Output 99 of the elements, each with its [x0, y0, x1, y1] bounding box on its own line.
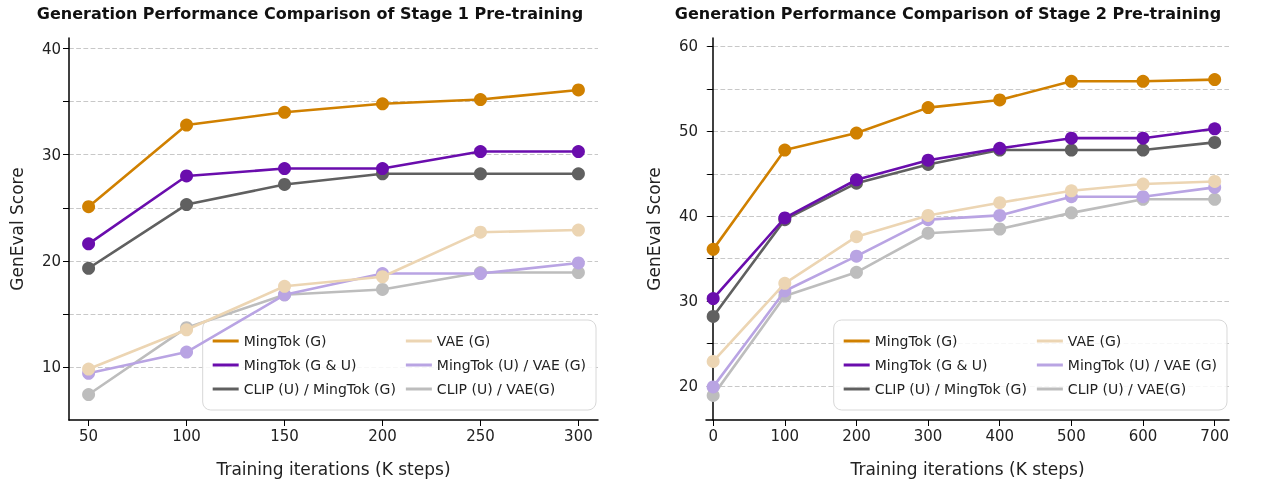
x-tick-label: 0 — [708, 426, 718, 445]
point — [921, 101, 935, 115]
x-axis-title: Training iterations (K steps) — [215, 458, 451, 479]
x-tick-label: 150 — [270, 426, 299, 445]
x-tick-label: 300 — [913, 426, 943, 445]
point — [1136, 143, 1150, 157]
point — [993, 93, 1007, 107]
y-tick-label: 40 — [41, 39, 61, 58]
point — [473, 167, 487, 181]
legend-label: MingTok (G & U) — [874, 357, 988, 373]
point — [571, 167, 585, 181]
point — [778, 143, 792, 157]
point — [706, 380, 720, 394]
point — [571, 256, 585, 270]
point — [1208, 174, 1222, 188]
x-tick-label: 500 — [1057, 426, 1086, 445]
point — [375, 162, 389, 176]
point — [1064, 184, 1078, 198]
point — [1136, 74, 1150, 88]
y-tick-label: 10 — [41, 357, 61, 376]
point — [1064, 74, 1078, 88]
point — [993, 208, 1007, 222]
x-tick-label: 600 — [1128, 426, 1158, 445]
legend-label: MingTok (G) — [243, 333, 327, 349]
point — [1208, 135, 1222, 149]
y-tick-label: 30 — [41, 145, 61, 164]
point — [849, 249, 863, 263]
x-tick-label: 250 — [466, 426, 495, 445]
x-tick-label: 100 — [172, 426, 201, 445]
point — [993, 196, 1007, 210]
legend-label: MingTok (U) / VAE (G) — [1067, 357, 1217, 373]
point — [778, 276, 792, 290]
point — [1136, 131, 1150, 145]
legend-label: VAE (G) — [436, 333, 491, 349]
point — [849, 230, 863, 244]
point — [571, 145, 585, 159]
point — [180, 118, 194, 132]
point — [1208, 122, 1222, 136]
x-tick-label: 200 — [842, 426, 871, 445]
point — [278, 162, 292, 176]
point — [82, 362, 96, 376]
point — [1136, 177, 1150, 191]
y-axis-title: GenEval Score — [643, 167, 664, 291]
y-tick-label: 30 — [678, 292, 698, 311]
legend-label: MingTok (G) — [874, 333, 958, 349]
legend-label: CLIP (U) / MingTok (G) — [243, 381, 396, 397]
legend-label: VAE (G) — [1067, 333, 1122, 349]
x-tick-label: 200 — [368, 426, 397, 445]
y-tick-label: 50 — [678, 122, 698, 141]
point — [180, 198, 194, 212]
legend-label: CLIP (U) / VAE(G) — [1067, 381, 1187, 397]
legend-label: MingTok (G & U) — [243, 357, 357, 373]
point — [849, 265, 863, 279]
y-tick-label: 40 — [678, 207, 698, 226]
x-tick-label: 400 — [985, 426, 1015, 445]
chart-title: Generation Performance Comparison of Stage 2 Pre-training — [674, 3, 1222, 23]
point — [180, 169, 194, 183]
point — [993, 222, 1007, 236]
chart-title: Generation Performance Comparison of Stage 1 Pre-training — [36, 3, 584, 23]
y-axis-title: GenEval Score — [6, 167, 27, 291]
x-tick-label: 300 — [564, 426, 593, 445]
point — [473, 225, 487, 239]
point — [1208, 192, 1222, 206]
x-tick-label: 100 — [770, 426, 800, 445]
point — [706, 309, 720, 323]
x-axis-title: Training iterations (K steps) — [849, 458, 1085, 479]
point — [1064, 131, 1078, 145]
point — [1064, 206, 1078, 220]
point — [82, 261, 96, 275]
point — [706, 292, 720, 306]
point — [571, 83, 585, 97]
point — [921, 226, 935, 240]
y-tick-label: 20 — [678, 377, 698, 396]
y-tick-label: 20 — [41, 251, 61, 270]
x-tick-label: 700 — [1200, 426, 1229, 445]
legend-label: MingTok (U) / VAE (G) — [436, 357, 586, 373]
point — [571, 223, 585, 237]
point — [278, 279, 292, 293]
point — [473, 145, 487, 159]
point — [921, 208, 935, 222]
point — [1064, 143, 1078, 157]
point — [278, 105, 292, 119]
point — [82, 388, 96, 402]
point — [706, 354, 720, 368]
point — [849, 126, 863, 140]
point — [375, 282, 389, 296]
point — [278, 177, 292, 191]
y-tick-label: 60 — [678, 37, 698, 56]
point — [706, 242, 720, 256]
point — [375, 97, 389, 111]
point — [180, 345, 194, 359]
point — [921, 153, 935, 167]
x-tick-label: 50 — [79, 426, 99, 445]
legend-label: CLIP (U) / MingTok (G) — [874, 381, 1027, 397]
point — [82, 200, 96, 214]
point — [82, 237, 96, 251]
legend-label: CLIP (U) / VAE(G) — [436, 381, 556, 397]
point — [1208, 73, 1222, 87]
point — [473, 93, 487, 107]
